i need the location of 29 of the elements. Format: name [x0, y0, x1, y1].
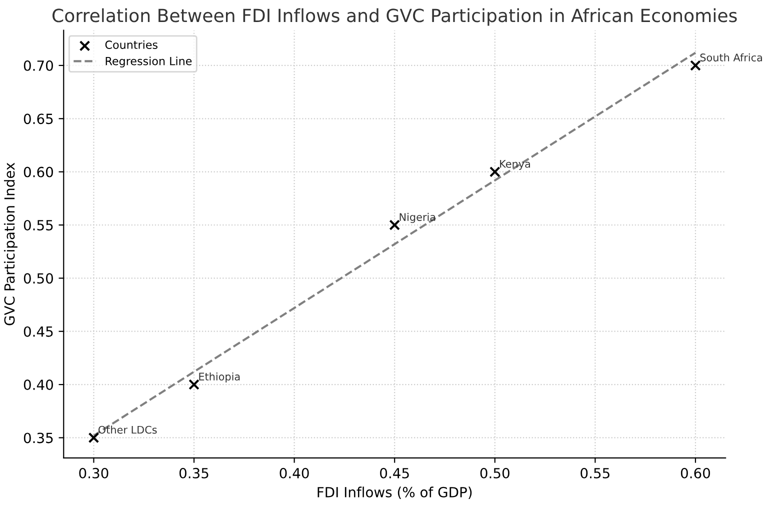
- annotation: Other LDCs: [98, 426, 157, 434]
- y-axis-title: GVC Participation Index: [4, 162, 18, 326]
- y-tick-label: 0.65: [24, 114, 53, 124]
- x-tick-label: 0.45: [380, 468, 409, 478]
- x-tick-label: 0.30: [79, 468, 108, 478]
- y-tick-label: 0.60: [24, 166, 53, 178]
- legend-label: Countries: [105, 40, 158, 49]
- x-tick-label: 0.50: [480, 468, 510, 478]
- annotation: Nigeria: [400, 212, 436, 223]
- point: [489, 166, 500, 178]
- x-tick-label: 0.40: [280, 468, 309, 478]
- legend-label: Regression Line: [106, 56, 192, 68]
- y-tick-label: 0.40: [24, 380, 53, 390]
- x-axis-title: FDI Inflows (% of GDP): [318, 486, 472, 500]
- point: [690, 60, 701, 71]
- point: [88, 432, 100, 444]
- x-tick-label: 0.60: [680, 468, 710, 478]
- y-tick-label: 0.35: [24, 432, 53, 444]
- x-tick-label: 0.55: [580, 468, 610, 478]
- y-tick-label: 0.50: [24, 273, 53, 284]
- annotation: Ethiopia: [199, 372, 240, 383]
- y-tick-label: 0.55: [24, 220, 53, 230]
- point: [188, 379, 200, 390]
- point: [389, 220, 400, 230]
- x-tick-label: 0.35: [179, 468, 208, 478]
- y-tick-label: 0.70: [24, 60, 53, 71]
- annotation: South Africa: [700, 53, 762, 62]
- chart-title: Correlation Between FDI Inflows and GVC Participation in African Economies: [52, 8, 737, 26]
- y-tick-label: 0.45: [24, 326, 53, 337]
